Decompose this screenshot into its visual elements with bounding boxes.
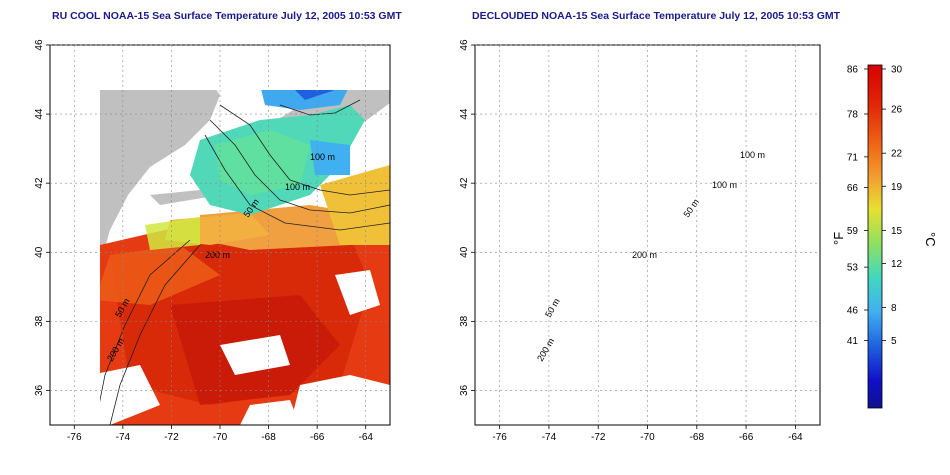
y-tick-label: 42	[459, 177, 470, 189]
contour-label: 200 m	[535, 336, 556, 363]
x-tick-label: -64	[788, 432, 803, 443]
contour-label: 100 m	[285, 182, 310, 192]
x-tick-label: -66	[739, 432, 754, 443]
x-tick-label: -74	[542, 432, 557, 443]
fahrenheit-tick-label: 41	[847, 336, 859, 347]
celsius-tick-label: 15	[891, 226, 903, 237]
fahrenheit-tick-label: 71	[847, 152, 859, 163]
fahrenheit-tick-label: 59	[847, 226, 859, 237]
y-tick-label: 40	[459, 246, 470, 258]
fahrenheit-tick-label: 46	[847, 306, 859, 317]
contour-label: 200 m	[205, 250, 230, 260]
x-tick-label: -70	[213, 432, 228, 443]
contour-label: 50 m	[681, 197, 701, 219]
fahrenheit-tick-label: 53	[847, 263, 859, 274]
x-tick-label: -74	[116, 432, 131, 443]
celsius-tick-label: 30	[891, 65, 903, 76]
celsius-label: °C	[923, 232, 938, 247]
y-tick-label: 46	[459, 39, 470, 51]
y-tick-label: 38	[34, 315, 45, 327]
x-tick-label: -72	[591, 432, 606, 443]
y-tick-label: 36	[459, 384, 470, 396]
x-tick-label: -76	[492, 432, 507, 443]
celsius-tick-label: 19	[891, 182, 903, 193]
y-tick-label: 44	[34, 108, 45, 120]
left-sst-map[interactable]: 100 m 100 m 50 m 200 m 50 m 200 m -76 -74…	[34, 39, 391, 443]
celsius-tick-label: 12	[891, 259, 903, 270]
right-map-title: DECLOUDED NOAA-15 Sea Surface Temperatur…	[472, 10, 841, 22]
x-tick-label: -70	[640, 432, 655, 443]
x-tick-label: -64	[358, 432, 373, 443]
x-tick-label: -68	[690, 432, 705, 443]
left-map-title: RU COOL NOAA-15 Sea Surface Temperature …	[52, 10, 402, 22]
fahrenheit-tick-label: 66	[847, 183, 859, 194]
x-tick-label: -76	[67, 432, 82, 443]
x-tick-label: -66	[310, 432, 325, 443]
fahrenheit-tick-label: 86	[847, 65, 859, 76]
celsius-tick-label: 22	[891, 149, 903, 160]
contour-label: 100 m	[310, 152, 335, 162]
contour-label: 100 m	[740, 150, 765, 160]
y-tick-label: 36	[34, 384, 45, 396]
x-tick-label: -72	[164, 432, 179, 443]
celsius-tick-label: 26	[891, 105, 903, 116]
right-sst-map[interactable]: 100 m 100 m 50 m 200 m 50 m 200 m -76 -74…	[459, 39, 821, 443]
temperature-colorbar: 86 78 71 66 59 53 46 41 30 26 22 19 15 12 8 5 °F °C	[831, 65, 938, 409]
celsius-tick-label: 5	[891, 336, 897, 347]
y-tick-label: 42	[34, 177, 45, 189]
celsius-tick-label: 8	[891, 303, 897, 314]
y-tick-label: 40	[34, 246, 45, 258]
y-tick-label: 46	[34, 39, 45, 51]
fahrenheit-label: °F	[831, 232, 846, 245]
y-tick-label: 38	[459, 315, 470, 327]
y-tick-label: 44	[459, 108, 470, 120]
x-tick-label: -68	[261, 432, 276, 443]
contour-label: 100 m	[712, 180, 737, 190]
fahrenheit-tick-label: 78	[847, 110, 859, 121]
contour-label: 50 m	[543, 297, 562, 319]
contour-label: 200 m	[632, 250, 657, 260]
